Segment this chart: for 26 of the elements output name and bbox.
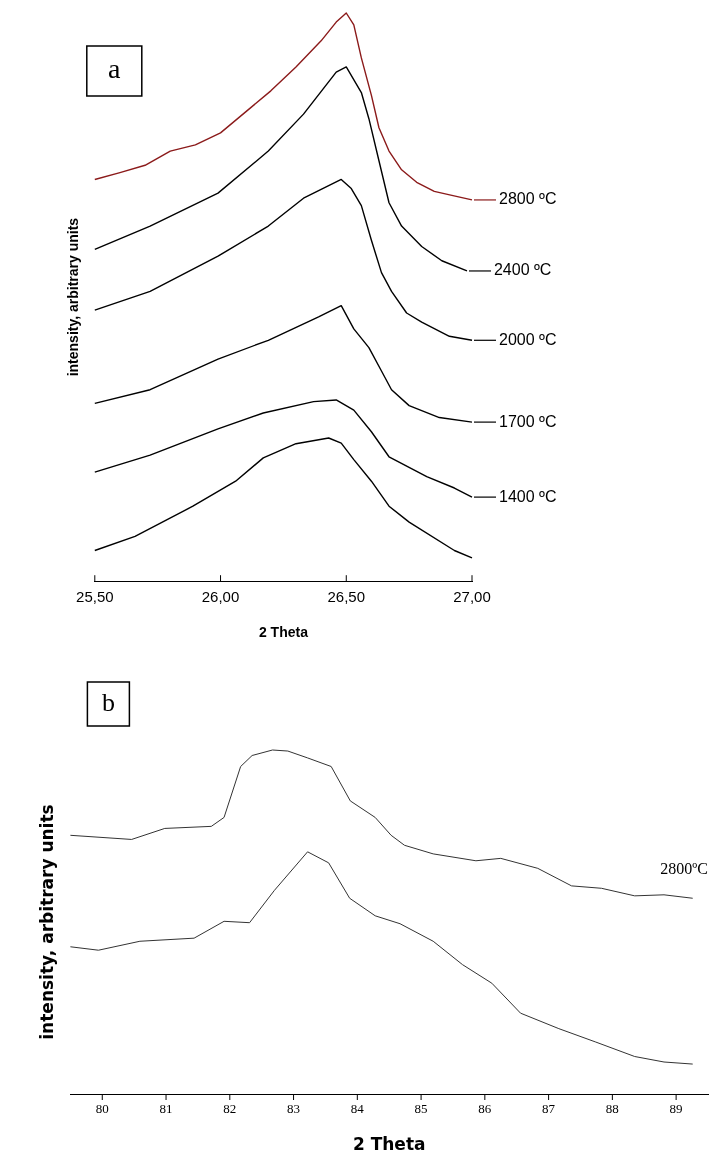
x-tick-label: 26,50	[327, 588, 366, 606]
x-tick-label: 84	[350, 1101, 365, 1117]
x-axis-title: 2 Theta	[352, 1134, 426, 1155]
annotation: a	[108, 53, 122, 85]
x-tick-label: 88	[605, 1101, 619, 1117]
y-axis-title: intensity, arbitrary units	[65, 217, 82, 377]
x-tick-label: 82	[223, 1101, 237, 1117]
legend-label: 1400 ºC	[499, 487, 557, 505]
x-tick-label: 81	[159, 1101, 173, 1117]
legend-label: 2800 ºC	[499, 190, 557, 208]
x-axis-title: 2 Theta	[258, 624, 309, 641]
legend-label: 1700 ºC	[499, 412, 557, 430]
x-tick-label: 83	[287, 1101, 301, 1117]
x-tick-label: 25,50	[76, 588, 114, 606]
x-tick-label: 27,00	[453, 588, 491, 606]
legend-label: 2400 ºC	[493, 261, 552, 279]
x-tick-label: 80	[95, 1101, 109, 1117]
x-tick-label: 26,00	[201, 588, 240, 606]
y-axis-title: intensity, arbitrary units	[36, 804, 57, 1040]
text: b	[101, 687, 115, 717]
x-tick-label: 86	[478, 1101, 492, 1117]
x-tick-label: 85	[414, 1101, 428, 1117]
legend-label: 2000 ºC	[499, 330, 557, 348]
series-label: 2800ºC	[660, 860, 708, 878]
x-tick-label: 89	[669, 1101, 683, 1117]
x-tick-label: 87	[542, 1101, 556, 1117]
